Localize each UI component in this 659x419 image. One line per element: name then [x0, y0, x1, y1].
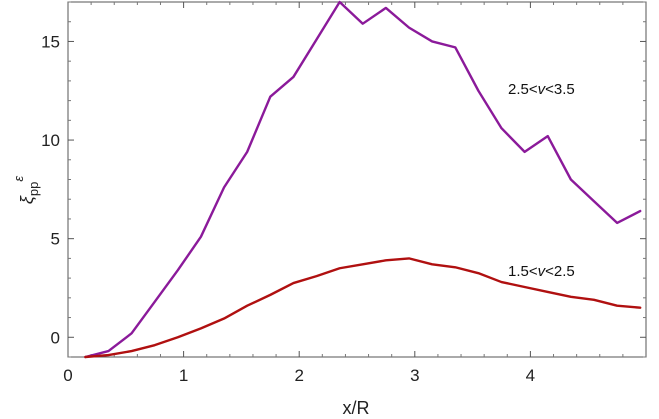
series-label-2.5-3.5: 2.5<v<3.5	[508, 81, 575, 98]
y-tick-label-0: 0	[51, 328, 60, 347]
y-tick-label-1: 5	[51, 230, 60, 249]
series-layer	[84, 0, 642, 359]
y-axis-title-sup: ε	[11, 176, 26, 182]
series-label-1.5-2.5-part-3: <2.5	[545, 263, 575, 280]
series-line-1	[84, 257, 642, 359]
series-label-2.5-3.5-part-1: 2.5<	[508, 81, 538, 98]
y-tick-label-2: 10	[41, 131, 60, 150]
series-label-1.5-2.5: 1.5<v<2.5	[508, 263, 575, 280]
series-label-2.5-3.5-part-3: <3.5	[545, 81, 575, 98]
y-axis-title-sub: pp	[26, 182, 41, 196]
x-tick-label-3: 3	[410, 366, 419, 385]
series-line-0	[84, 0, 642, 359]
y-axis-title: ξppε	[11, 176, 41, 205]
ticks-layer: 0 1 2 3 4 0 5 10 15	[41, 1, 646, 385]
x-tick-label-1: 1	[179, 366, 188, 385]
y-axis-title-base: ξ	[17, 195, 37, 204]
series-label-1.5-2.5-part-2: v	[538, 263, 547, 280]
x-tick-label-0: 0	[63, 366, 72, 385]
x-axis-title: x/R	[343, 398, 370, 418]
x-tick-label-2: 2	[294, 366, 303, 385]
y-tick-label-3: 15	[41, 32, 60, 51]
x-tick-label-4: 4	[526, 366, 535, 385]
series-label-2.5-3.5-part-2: v	[538, 81, 547, 98]
series-label-1.5-2.5-part-1: 1.5<	[508, 263, 538, 280]
